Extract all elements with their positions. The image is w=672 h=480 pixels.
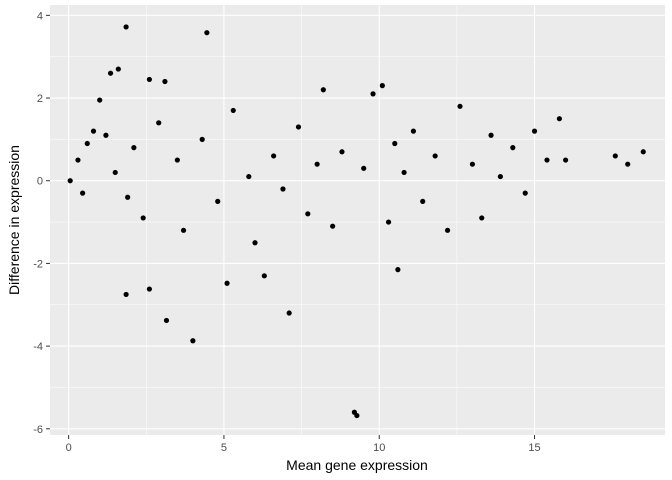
data-point: [246, 173, 252, 180]
data-point: [146, 286, 152, 292]
y-tick-label: 2: [37, 93, 43, 105]
x-tick-label: 5: [221, 442, 227, 454]
data-point: [125, 194, 131, 200]
data-point: [305, 211, 311, 217]
plot-panel: [50, 5, 665, 435]
data-point: [385, 219, 392, 225]
data-point: [230, 107, 236, 114]
data-point: [420, 198, 426, 204]
data-point: [556, 116, 562, 122]
data-points: [67, 24, 646, 419]
major-gridlines: [50, 5, 665, 435]
y-axis-title: Difference in expression: [6, 145, 22, 295]
data-point: [401, 169, 407, 176]
data-point: [354, 412, 360, 419]
data-point: [531, 128, 538, 134]
y-axis-ticks: -6 -4 -2 0 2 4: [33, 10, 50, 436]
data-point: [410, 128, 417, 134]
data-point: [252, 240, 258, 246]
data-point: [469, 161, 476, 167]
x-axis-title: Mean gene expression: [286, 457, 428, 473]
data-point: [612, 153, 618, 159]
data-point: [75, 157, 81, 163]
y-tick-label: 0: [37, 176, 43, 188]
data-point: [103, 132, 109, 138]
data-point: [112, 169, 118, 176]
data-point: [204, 30, 210, 36]
data-point: [497, 173, 503, 180]
y-tick-label: -4: [33, 341, 43, 353]
data-point: [432, 153, 438, 159]
data-point: [146, 76, 152, 83]
data-point: [488, 132, 494, 138]
data-point: [479, 215, 485, 221]
x-tick-label: 15: [528, 442, 540, 454]
data-point: [444, 227, 451, 233]
data-point: [286, 310, 292, 316]
data-point: [115, 66, 121, 72]
x-tick-label: 10: [373, 442, 385, 454]
data-point: [395, 267, 401, 273]
data-point: [163, 317, 170, 324]
data-point: [97, 97, 103, 103]
data-point: [215, 198, 221, 204]
data-point: [174, 157, 180, 163]
data-point: [392, 140, 398, 147]
data-point: [67, 178, 73, 184]
data-point: [544, 157, 550, 163]
data-point: [162, 78, 168, 85]
data-point: [522, 190, 528, 196]
data-point: [314, 161, 320, 167]
data-point: [190, 338, 196, 344]
data-point: [107, 70, 114, 76]
data-point: [199, 136, 205, 142]
x-tick-label: 0: [66, 442, 72, 454]
data-point: [131, 145, 137, 151]
y-tick-label: -6: [33, 424, 43, 436]
minor-gridlines: [50, 5, 665, 435]
data-point: [510, 145, 516, 151]
data-point: [84, 140, 90, 147]
data-point: [156, 120, 162, 126]
data-point: [320, 87, 326, 93]
data-point: [123, 24, 129, 30]
data-point: [295, 124, 302, 130]
data-point: [457, 103, 463, 109]
data-point: [261, 273, 267, 279]
data-point: [180, 227, 187, 233]
data-point: [224, 280, 230, 286]
data-point: [90, 128, 97, 134]
data-point: [123, 291, 129, 298]
data-point: [625, 161, 631, 167]
x-axis-ticks: 0 5 10 15: [66, 435, 541, 454]
y-tick-label: 4: [37, 10, 43, 22]
data-point: [140, 215, 146, 221]
data-point: [80, 190, 86, 196]
data-point: [361, 165, 367, 171]
data-point: [339, 149, 345, 155]
data-point: [640, 149, 646, 155]
data-point: [379, 83, 385, 89]
data-point: [280, 186, 286, 192]
data-point: [271, 153, 277, 159]
y-tick-label: -2: [33, 258, 43, 270]
data-point: [563, 157, 569, 163]
data-point: [330, 223, 336, 229]
data-point: [370, 91, 376, 97]
